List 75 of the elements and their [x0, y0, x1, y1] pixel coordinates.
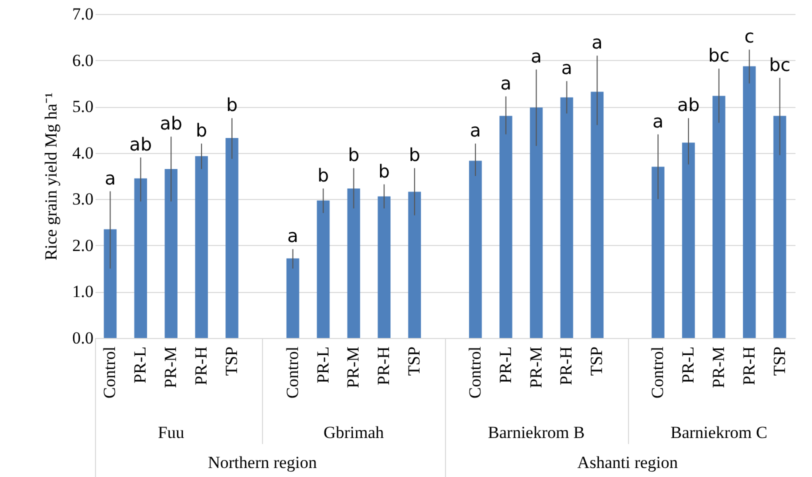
text: Northern region — [208, 453, 317, 473]
x-tick-label: TSP — [222, 346, 241, 376]
bar — [286, 258, 300, 338]
x-tick-label: TSP — [404, 346, 424, 376]
data-label: ab — [160, 114, 182, 135]
data-label: b — [378, 161, 390, 182]
bar — [652, 166, 664, 338]
data-label: a — [592, 32, 603, 54]
bar — [499, 116, 512, 338]
data-label: a — [561, 58, 572, 80]
x-tick-label: PR-L — [678, 346, 698, 384]
bar — [469, 160, 482, 338]
bar — [560, 97, 574, 338]
data-label: a — [104, 168, 116, 190]
x-tick-label: PR-L — [313, 346, 332, 384]
x-tick-label: PR-M — [526, 346, 546, 388]
x-tick-label: Control — [465, 346, 484, 398]
data-label: a — [652, 111, 664, 132]
bar — [164, 169, 178, 338]
data-label: b — [318, 165, 329, 186]
data-label: ab — [677, 95, 700, 116]
bar — [682, 142, 695, 338]
data-label: a — [470, 120, 481, 142]
y-tick-label: 1.0 — [72, 282, 94, 302]
x-tick-label: PR-H — [374, 346, 394, 386]
bar — [773, 116, 786, 338]
bar — [104, 229, 117, 338]
x-tick-label: PR-L — [496, 346, 515, 384]
x-tick-label: Control — [100, 346, 120, 398]
y-tick-label: 3.0 — [72, 190, 94, 209]
y-tick-label: 0.0 — [72, 328, 94, 348]
text: Barniekrom C — [670, 423, 768, 443]
x-tick-label: TSP — [770, 346, 789, 376]
y-tick-label: 6.0 — [72, 50, 94, 70]
x-tick-label: PR-H — [556, 346, 576, 386]
data-label: c — [744, 26, 754, 48]
data-label: b — [348, 145, 360, 166]
text: Fuu — [158, 423, 184, 443]
x-tick-label: Control — [282, 346, 302, 398]
x-tick-label: Control — [648, 346, 668, 398]
bar — [408, 192, 421, 338]
data-label: ab — [129, 134, 152, 156]
bar — [530, 107, 543, 338]
x-tick-label: PR-H — [739, 346, 758, 386]
data-label: a — [530, 46, 542, 68]
x-tick-label: PR-M — [344, 346, 363, 388]
y-tick-label: 4.0 — [72, 143, 94, 162]
bar — [712, 96, 726, 338]
bar — [590, 92, 604, 338]
bar — [378, 196, 391, 338]
y-axis-title: Rice grain yield Mg ha⁻¹ — [41, 92, 60, 260]
data-label: b — [196, 120, 208, 142]
bar — [226, 138, 238, 338]
bar — [347, 188, 360, 338]
bar — [134, 178, 148, 338]
bar — [195, 156, 208, 338]
text: Ashanti region — [577, 453, 678, 473]
x-tick-label: PR-H — [192, 346, 211, 386]
text: Gbrimah — [323, 423, 384, 443]
x-tick-label: PR-L — [130, 346, 150, 384]
text: Barniekrom B — [488, 423, 585, 443]
data-label: b — [226, 95, 238, 116]
bar — [742, 66, 756, 338]
x-tick-label: TSP — [587, 346, 606, 376]
x-tick-label: PR-M — [708, 346, 728, 388]
y-tick-label: 2.0 — [72, 236, 94, 255]
data-label: bc — [769, 54, 790, 76]
data-label: b — [408, 145, 420, 166]
y-tick-label: 5.0 — [72, 97, 94, 116]
y-tick-label: 7.0 — [72, 4, 94, 24]
bar — [316, 200, 330, 338]
x-tick-label: PR-M — [161, 346, 180, 388]
data-label: bc — [708, 46, 730, 67]
data-label: a — [287, 226, 298, 248]
data-label: a — [500, 73, 512, 94]
